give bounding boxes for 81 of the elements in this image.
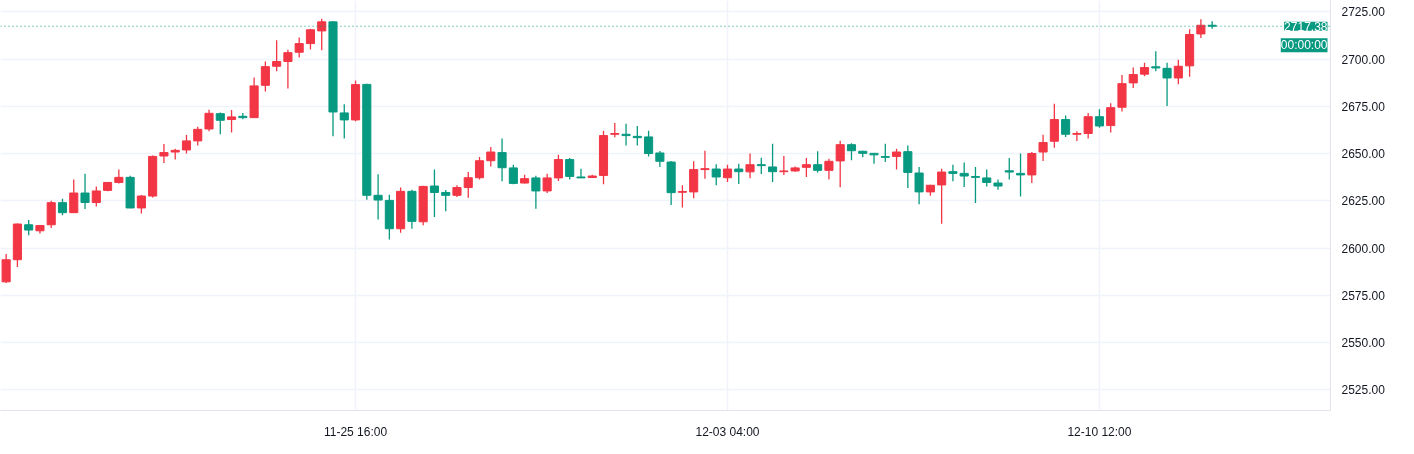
candlestick xyxy=(463,171,473,199)
candlestick xyxy=(1196,18,1206,39)
candlestick xyxy=(46,200,56,229)
candlestick xyxy=(779,155,789,176)
candlestick xyxy=(1094,108,1104,129)
candlestick xyxy=(677,184,687,209)
candlestick xyxy=(497,137,507,182)
candlestick xyxy=(948,164,958,182)
candlestick xyxy=(914,166,924,206)
candlestick xyxy=(801,157,811,178)
candlestick xyxy=(937,168,947,225)
candlestick xyxy=(1128,66,1138,89)
candlestick xyxy=(1027,151,1037,184)
candlestick xyxy=(283,49,293,90)
candlestick xyxy=(1106,102,1116,134)
candlestick xyxy=(689,160,699,199)
candlestick xyxy=(621,123,631,147)
x-tick-label: 12-03 04:00 xyxy=(695,424,760,439)
y-tick-label: 2625.00 xyxy=(1341,194,1386,209)
candlestick xyxy=(80,173,90,210)
candlestick xyxy=(576,168,586,179)
candlestick xyxy=(272,39,282,72)
candlestick xyxy=(227,109,237,134)
candlestick xyxy=(970,166,981,204)
candlestick xyxy=(824,157,834,181)
candlestick xyxy=(700,150,710,180)
candlestick xyxy=(768,143,778,183)
candlestick xyxy=(1151,50,1161,72)
candlestick xyxy=(734,163,744,185)
y-tick-label: 2575.00 xyxy=(1341,288,1386,303)
candlestick xyxy=(373,173,383,221)
candlestick xyxy=(1117,74,1127,113)
y-tick-label: 2550.00 xyxy=(1341,335,1386,350)
candlestick xyxy=(1061,114,1071,138)
candlestick xyxy=(474,156,485,181)
x-tick-label: 11-25 16:00 xyxy=(323,424,388,439)
candlestick xyxy=(91,185,101,208)
y-tick-label: 2525.00 xyxy=(1341,383,1386,398)
candlestick xyxy=(959,161,969,188)
candlestick xyxy=(1,253,11,284)
y-tick-label: 2650.00 xyxy=(1341,147,1386,162)
candlestick xyxy=(136,194,146,215)
y-tick-label: 2700.00 xyxy=(1341,52,1386,67)
candlestick xyxy=(429,168,439,218)
candlestick xyxy=(835,140,845,189)
candlestick xyxy=(339,103,349,140)
candlestick xyxy=(1049,103,1059,149)
candlestick xyxy=(1173,59,1183,85)
candlestick xyxy=(880,143,890,163)
candlestick xyxy=(711,163,721,186)
candlestick xyxy=(903,144,913,189)
candlestick xyxy=(644,130,654,158)
candlestick xyxy=(1004,157,1014,181)
candlestick xyxy=(531,175,541,210)
candlestick xyxy=(632,125,642,147)
ref-line-label: 2717.38 xyxy=(1284,19,1328,34)
candlestick xyxy=(159,143,169,164)
candlestick xyxy=(260,60,270,93)
candlestick xyxy=(1162,62,1172,107)
y-tick-label: 2725.00 xyxy=(1341,5,1386,20)
candlestick xyxy=(813,150,823,174)
candlestick xyxy=(193,126,203,147)
candlestick xyxy=(542,173,552,194)
candlestick xyxy=(565,157,575,181)
y-tick-label: 2600.00 xyxy=(1341,241,1386,256)
candlestick xyxy=(1015,152,1026,198)
candlestick xyxy=(181,134,192,155)
candlestick xyxy=(441,189,451,213)
candlestick xyxy=(317,18,327,51)
annotation: 00:00:00 xyxy=(1280,38,1328,53)
candlestick xyxy=(869,152,879,165)
candlestick xyxy=(745,152,755,179)
candlestick xyxy=(204,109,214,132)
candlestick xyxy=(892,147,902,171)
x-tick-label: 12-10 12:00 xyxy=(1067,424,1132,439)
candlestick xyxy=(69,178,79,214)
candlestick xyxy=(294,36,304,59)
candlestick xyxy=(486,146,496,168)
y-tick-label: 2675.00 xyxy=(1341,99,1386,114)
candlestick xyxy=(553,154,563,182)
candlestick xyxy=(1038,134,1048,162)
